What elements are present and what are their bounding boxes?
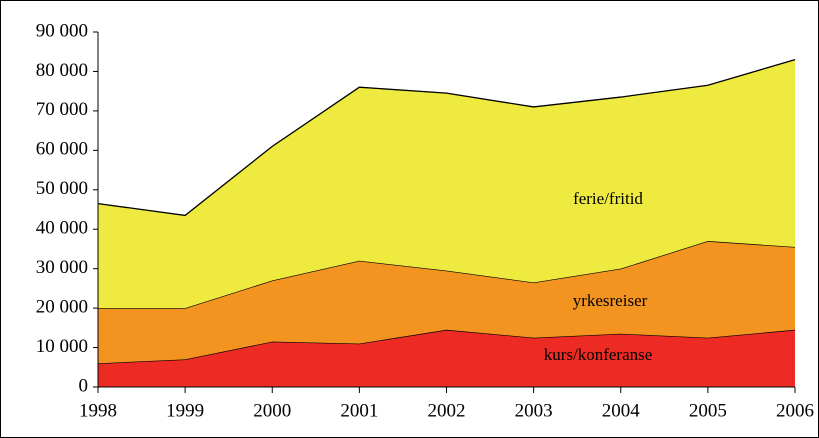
y-tick-label: 0 — [79, 375, 89, 396]
x-tick-label: 2005 — [689, 400, 727, 421]
area-fill — [98, 59, 795, 309]
y-tick-label: 20 000 — [36, 296, 88, 317]
y-tick-label: 30 000 — [36, 257, 88, 278]
y-tick-label: 70 000 — [36, 99, 88, 120]
y-tick-label: 60 000 — [36, 139, 88, 160]
series-label: ferie/fritid — [573, 189, 643, 208]
y-tick-label: 40 000 — [36, 218, 88, 239]
x-tick-label: 2006 — [776, 400, 814, 421]
y-tick-label: 50 000 — [36, 178, 88, 199]
x-tick-label: 1998 — [79, 400, 117, 421]
x-tick-label: 2001 — [340, 400, 378, 421]
area-fill — [98, 241, 795, 364]
area-fill — [98, 329, 795, 387]
area-edge — [97, 58, 796, 217]
series-label: kurs/konferanse — [544, 345, 653, 364]
y-tick-label: 80 000 — [36, 60, 88, 81]
x-tick-label: 1999 — [166, 400, 204, 421]
series-label: yrkesreiser — [573, 291, 648, 310]
y-tick-label: 10 000 — [36, 336, 88, 357]
y-tick-label: 90 000 — [36, 20, 88, 41]
x-tick-label: 2004 — [602, 400, 641, 421]
x-tick-label: 2000 — [253, 400, 291, 421]
x-tick-label: 2002 — [428, 400, 466, 421]
x-tick-label: 2003 — [515, 400, 553, 421]
